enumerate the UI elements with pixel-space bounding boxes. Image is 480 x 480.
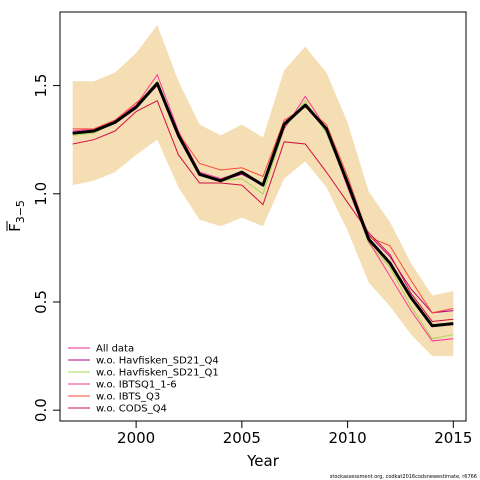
x-tick-label: 2010 — [328, 429, 366, 447]
series-line-5 — [72, 100, 454, 322]
y-axis-title-subscript: 3−5 — [14, 200, 27, 223]
x-tick-label: 2015 — [434, 429, 472, 447]
legend-label-5: w.o. CODS_Q4 — [96, 404, 167, 415]
x-axis: 2000 2005 2010 2015 — [117, 421, 472, 447]
y-tick-label: 0.5 — [32, 290, 50, 314]
y-tick-label: 1.0 — [32, 182, 50, 206]
y-tick-label: 0.0 — [32, 398, 50, 422]
legend-label-3: w.o. IBTSQ1_1-6 — [96, 380, 177, 391]
confidence-band-layer — [72, 24, 454, 357]
plot-frame — [59, 11, 467, 422]
confidence-band — [72, 24, 454, 357]
y-tick-label: 1.5 — [32, 74, 50, 98]
series-line-4 — [72, 84, 454, 314]
x-tick-label: 2000 — [117, 429, 155, 447]
legend-label-1: w.o. Havfisken_SD21_Q4 — [96, 356, 219, 367]
footnote: stockassessment.org, codkat2016codsnewes… — [330, 474, 477, 480]
y-axis: 0.0 0.5 1.0 1.5 — [32, 74, 60, 422]
x-tick-label: 2005 — [223, 429, 261, 447]
y-axis-title-base: F — [6, 223, 24, 232]
x-axis-title: Year — [246, 452, 280, 470]
legend-label-0: All data — [96, 344, 134, 355]
svg-text:F3−5: F3−5 — [6, 200, 27, 232]
y-axis-title: F3−5 — [6, 200, 27, 232]
main-series-layer — [72, 81, 454, 328]
legend-label-4: w.o. IBTS_Q3 — [96, 392, 160, 403]
legend-label-2: w.o. Havfisken_SD21_Q1 — [96, 368, 219, 379]
main-series-line — [72, 81, 454, 328]
